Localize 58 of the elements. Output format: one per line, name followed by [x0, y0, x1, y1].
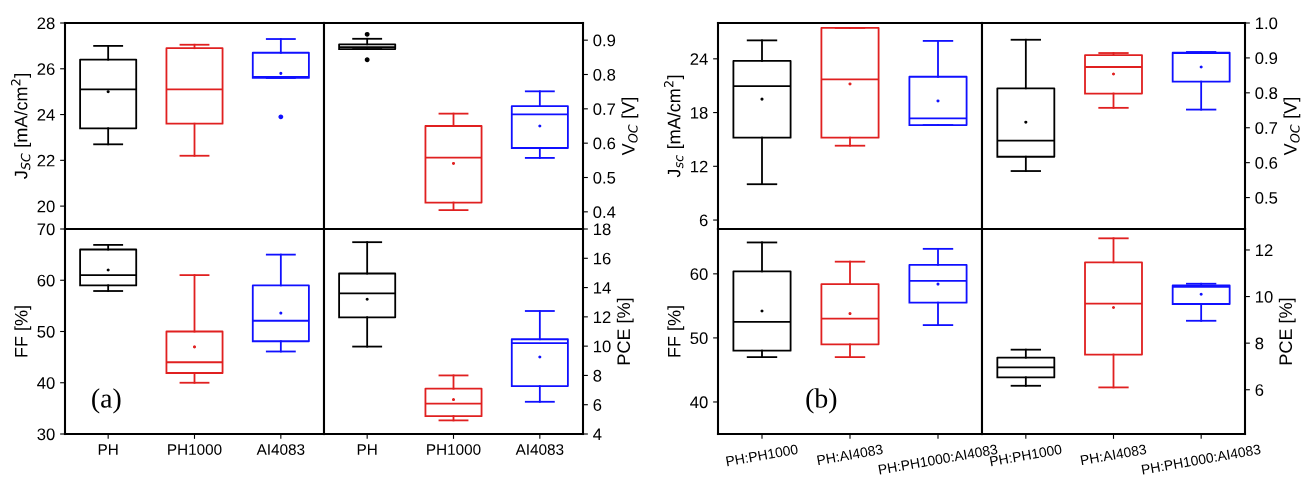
y-tick-label: 30: [37, 428, 55, 441]
y-tick-label: 28: [37, 17, 55, 30]
y2-tick-label: 8: [1255, 337, 1264, 350]
y-tick-label: 22: [37, 154, 55, 167]
y-tick-label: 12: [691, 160, 708, 173]
y2-tick-label: 6: [1255, 384, 1264, 396]
y2-tick-label: 0.7: [1255, 122, 1278, 134]
y-tick-label: 26: [37, 63, 55, 75]
x-tick-label: PH: [357, 444, 377, 455]
y-tick-label: 70: [37, 223, 55, 236]
x-tick-label: AI4083: [256, 444, 305, 455]
y2-tick-label: 18: [593, 223, 611, 236]
y2-tick-label: 0.4: [593, 206, 616, 219]
annotation: (a): [92, 388, 121, 414]
y-axis-title: J$_{sc}$ [mA/cm$^{2}$]: [663, 75, 684, 178]
y-tick-label: 24: [690, 53, 708, 65]
y2-tick-label: 6: [593, 399, 602, 411]
y-tick-label: 50: [37, 325, 55, 338]
y2-tick-label: 12: [1255, 244, 1273, 256]
y-tick-label: 40: [37, 377, 55, 389]
x-tick-label: AI4083: [515, 444, 564, 455]
y2-tick-label: 10: [593, 340, 611, 353]
y2-tick-label: 10: [1255, 290, 1273, 303]
x-tick-label: PH: [98, 444, 118, 455]
y2-axis-title: PCE [%]: [1278, 298, 1296, 365]
y2-tick-label: 4: [593, 428, 602, 441]
y2-tick-label: 0.9: [1255, 52, 1278, 65]
y-tick-label: 18: [691, 106, 708, 119]
x-tick-label: PH1000: [427, 444, 481, 455]
y2-tick-label: 0.7: [593, 103, 616, 116]
y-tick-label: 60: [37, 274, 55, 287]
y-tick-label: 60: [690, 268, 708, 281]
y-axis-title: J$_{SC}$ [mA/cm$^{2}$]: [10, 74, 31, 179]
x-tick-label: PH1000: [168, 444, 222, 455]
annotation: (b): [806, 388, 837, 414]
y2-tick-label: 1.0: [1255, 17, 1278, 30]
y-tick-label: 24: [37, 108, 55, 121]
y-axis-title: FF [%]: [667, 306, 685, 357]
y2-tick-label: 14: [593, 282, 611, 294]
y2-tick-label: 0.5: [593, 171, 616, 184]
y2-tick-label: 0.6: [1255, 157, 1278, 169]
y-axis-title: FF [%]: [14, 306, 32, 357]
y2-tick-label: 0.8: [1255, 87, 1278, 100]
y2-axis-title: PCE [%]: [616, 298, 634, 365]
y-tick-label: 6: [699, 214, 708, 227]
y2-axis-title: V$_{OC}$ [V]: [621, 98, 639, 156]
y2-axis-title: V$_{OC}$ [V]: [1283, 98, 1301, 156]
x-tick-label: PH:PH1000: [725, 444, 799, 467]
y-tick-label: 20: [37, 200, 55, 213]
y2-tick-label: 12: [593, 311, 611, 323]
y2-tick-label: 0.6: [593, 137, 616, 150]
y2-tick-label: 0.9: [593, 34, 616, 47]
y-tick-label: 40: [690, 396, 708, 409]
y-tick-label: 50: [690, 332, 708, 345]
y2-tick-label: 8: [593, 369, 602, 382]
y2-tick-label: 0.8: [593, 68, 616, 81]
y2-tick-label: 16: [593, 252, 611, 265]
y2-tick-label: 0.5: [1255, 191, 1278, 204]
